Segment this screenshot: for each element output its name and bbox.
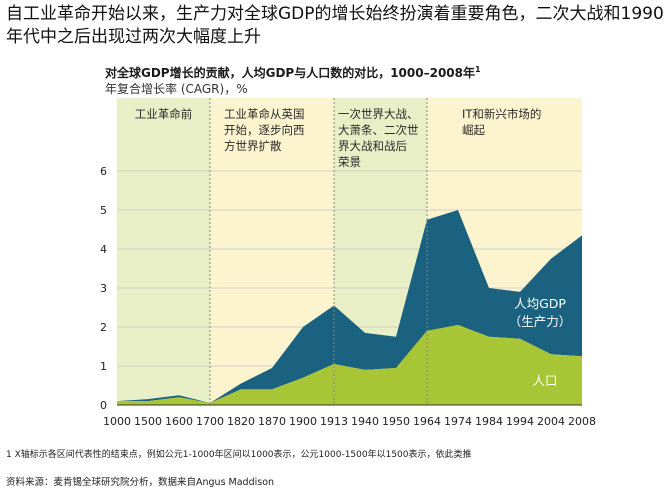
source-note: 资料来源：麦肯锡全球研究院分析，数据来自Angus Maddison — [6, 477, 275, 488]
x-tick-label: 1900 — [289, 415, 317, 428]
chart-title-text: 对全球GDP增长的贡献，人均GDP与人口数的对比，1000–2008年 — [105, 66, 476, 80]
x-tick-label: 1820 — [227, 415, 255, 428]
series-label-population: 人口 — [532, 373, 557, 388]
chart-title-footnote-mark: 1 — [475, 65, 481, 74]
era-band-1 — [117, 98, 210, 405]
x-tick-label: 1700 — [196, 415, 224, 428]
area-gdp-per-capita — [117, 210, 582, 404]
x-tick-label: 1500 — [134, 415, 162, 428]
x-tick-label: 1870 — [258, 415, 286, 428]
era-label-3: 荣景 — [338, 155, 361, 169]
x-tick-label: 1940 — [351, 415, 379, 428]
series-label-gdp-per-capita: 人均GDP — [514, 296, 566, 311]
y-tick-label: 6 — [100, 165, 107, 178]
x-tick-label: 1984 — [475, 415, 503, 428]
x-tick-label: 1964 — [413, 415, 441, 428]
x-tick-label: 1950 — [382, 415, 410, 428]
era-label-1: 工业革命前 — [135, 107, 193, 121]
x-tick-label: 1000 — [103, 415, 131, 428]
y-tick-label: 5 — [100, 204, 107, 217]
x-tick-label: 1974 — [444, 415, 472, 428]
era-label-2: 方世界扩散 — [224, 139, 282, 153]
x-tick-label: 1913 — [320, 415, 348, 428]
x-tick-label: 1994 — [506, 415, 534, 428]
era-label-4: IT和新兴市场的 — [462, 107, 541, 121]
era-label-3: 一次世界大战、 — [338, 107, 419, 121]
chart-title: 对全球GDP增长的贡献，人均GDP与人口数的对比，1000–2008年1 — [105, 64, 481, 81]
era-label-3: 大萧条、二次世 — [338, 123, 419, 137]
y-tick-label: 4 — [100, 243, 107, 256]
y-tick-label: 1 — [100, 360, 107, 373]
y-tick-label: 2 — [100, 321, 107, 334]
footnote: 1 X轴标示各区间代表性的结束点，例如公元1-1000年区间以1000表示，公元… — [6, 450, 472, 460]
area-population — [117, 325, 582, 405]
y-axis-label: 年复合增长率 (CAGR)，% — [105, 82, 248, 96]
x-tick-label: 1600 — [165, 415, 193, 428]
era-label-4: 崛起 — [462, 123, 485, 137]
headline: 自工业革命开始以来，生产力对全球GDP的增长始终扮演着重要角色，二次大战和199… — [6, 4, 664, 47]
y-tick-label: 0 — [100, 399, 107, 412]
era-label-3: 界大战和战后 — [338, 139, 407, 153]
series-label-gdp-sub: （生产力） — [509, 314, 572, 329]
era-label-2: 开始，逐步向西 — [224, 123, 305, 137]
y-tick-label: 3 — [100, 282, 107, 295]
x-tick-label: 2004 — [537, 415, 565, 428]
x-tick-label: 2008 — [568, 415, 596, 428]
era-label-2: 工业革命从英国 — [224, 107, 305, 121]
